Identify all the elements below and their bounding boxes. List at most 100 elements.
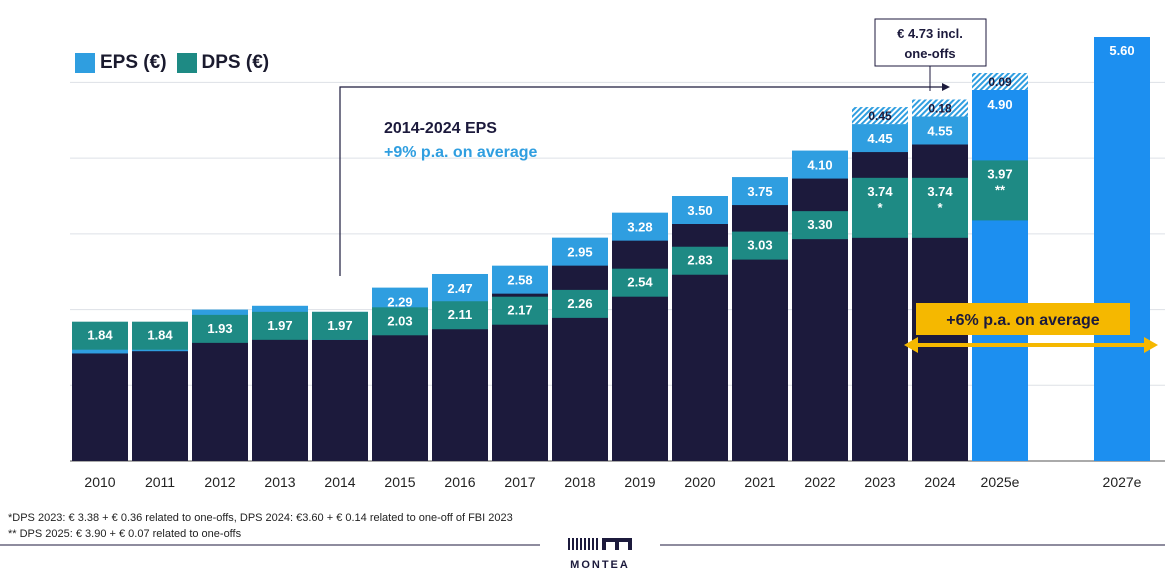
eps-bar: [1094, 37, 1150, 461]
dps-data-label: 3.97 **: [987, 166, 1012, 197]
eps-label-box: [852, 124, 908, 153]
incl-oneoffs-line2: one-offs: [904, 46, 955, 61]
x-tick-label: 2010: [84, 474, 115, 490]
eps-data-label: 2.29: [387, 295, 412, 310]
dps-data-label: 2.54: [627, 275, 653, 290]
eps-data-label: 4.90: [987, 97, 1012, 112]
arrow-left-icon: [904, 337, 918, 353]
x-tick-label: 2014: [324, 474, 355, 490]
eps-growth-title: 2014-2024 EPS: [384, 120, 497, 137]
eps-data-label: 2.58: [507, 273, 532, 288]
x-tick-label: 2015: [384, 474, 415, 490]
dps-bar: [912, 177, 968, 238]
eps-data-label: 2.47: [447, 281, 472, 296]
eps-bar: [972, 90, 1028, 461]
dps-data-label: 2.03: [387, 313, 412, 328]
dps-bar: [492, 296, 548, 325]
eps-data-label: 3.50: [687, 203, 712, 218]
eps-data-label: 3.28: [627, 220, 652, 235]
eps-growth-bracket: [339, 86, 944, 276]
eps-label-box: [792, 150, 848, 179]
x-tick-label: 2011: [145, 474, 175, 490]
eps-bar: [312, 338, 368, 461]
eps-bar: [252, 332, 308, 461]
dps-bar: [732, 231, 788, 260]
chart-legend: EPS (€) DPS (€): [75, 52, 279, 74]
legend-label-dps: DPS (€): [201, 52, 270, 73]
x-tick-label: 2012: [204, 474, 235, 490]
dps-data-label: 3.03: [747, 238, 772, 253]
dps-data-label: 2.26: [567, 296, 592, 311]
x-tick-label: 2016: [444, 474, 475, 490]
x-tick-label: 2023: [864, 474, 895, 490]
dps-bar: [792, 211, 848, 240]
dps-bar: [252, 311, 308, 340]
dps-bar: [132, 321, 188, 350]
eps-label-box: [912, 116, 968, 145]
dps-bar: [192, 314, 248, 343]
eps-data-label: 5.60: [1109, 43, 1134, 58]
dps-data-label: 1.84: [87, 328, 113, 343]
footnote-1: *DPS 2023: € 3.38 + € 0.36 related to on…: [8, 512, 513, 524]
dps-data-label: 1.93: [207, 321, 232, 336]
x-tick-label: 2024: [924, 474, 955, 490]
x-tick-label: 2017: [504, 474, 535, 490]
eps-data-label: 4.45: [867, 131, 892, 146]
dps-bar: [312, 311, 368, 340]
dps-bar: [552, 289, 608, 318]
montea-logo: MONTEA: [555, 536, 645, 571]
eps-oneoff-bar: [852, 107, 908, 125]
dps-data-label: 3.30: [807, 217, 832, 232]
dps-growth-box: [916, 303, 1130, 335]
eps-oneoff-label: 0.18: [928, 102, 952, 116]
eps-bar: [72, 351, 128, 461]
legend-swatch-eps: [75, 53, 95, 73]
x-tick-label: 2025e: [981, 474, 1020, 490]
dps-bar: [972, 160, 1028, 221]
eps-bar: [372, 314, 428, 461]
dps-bar: [672, 246, 728, 275]
dps-data-label: 2.17: [507, 303, 532, 318]
dps-data-label: 2.83: [687, 253, 712, 268]
x-tick-label: 2020: [684, 474, 715, 490]
eps-label-box: [672, 196, 728, 224]
eps-bar: [192, 336, 248, 461]
legend-swatch-dps: [176, 53, 197, 73]
incl-oneoffs-box: [874, 18, 987, 67]
x-tick-label: 2022: [804, 474, 835, 490]
arrow-right-icon: [1144, 337, 1158, 353]
dps-bar: [852, 177, 908, 238]
dps-data-label: 1.97: [267, 318, 292, 333]
x-tick-label: 2021: [744, 474, 775, 490]
legend-item-dps: DPS (€): [176, 52, 270, 74]
dps-data-label: 2.11: [448, 307, 473, 322]
eps-label-box: [552, 237, 608, 266]
logo-mark-icon: [568, 538, 632, 550]
dps-bar: [432, 301, 488, 330]
eps-label-box: [612, 212, 668, 241]
eps-oneoff-label: 0.09: [988, 75, 1012, 89]
dps-data-label: 3.74 *: [867, 184, 893, 215]
eps-oneoff-bar: [912, 99, 968, 117]
dps-data-label: 1.84: [147, 328, 173, 343]
eps-label-box: [432, 273, 488, 302]
eps-oneoff-label: 0.45: [868, 109, 892, 123]
dps-bar: [612, 268, 668, 297]
incl-oneoffs-line1: € 4.73 incl.: [897, 26, 963, 41]
eps-growth-value: +9% p.a. on average: [384, 144, 538, 161]
legend-label-eps: EPS (€): [100, 52, 167, 73]
logo-text: MONTEA: [570, 559, 630, 571]
eps-label-box: [732, 177, 788, 206]
eps-bar: [132, 349, 188, 461]
dps-bar: [372, 307, 428, 336]
arrowhead-icon: [942, 83, 950, 91]
eps-data-label: 4.10: [807, 158, 832, 173]
eps-data-label: 4.55: [927, 124, 952, 139]
footnote-2: ** DPS 2025: € 3.90 + € 0.07 related to …: [8, 528, 242, 540]
eps-data-label: 2.95: [567, 245, 592, 260]
dps-bar: [72, 321, 128, 350]
x-tick-label: 2027e: [1103, 474, 1142, 490]
dps-data-label: 3.74 *: [927, 184, 953, 215]
x-tick-label: 2013: [264, 474, 295, 490]
